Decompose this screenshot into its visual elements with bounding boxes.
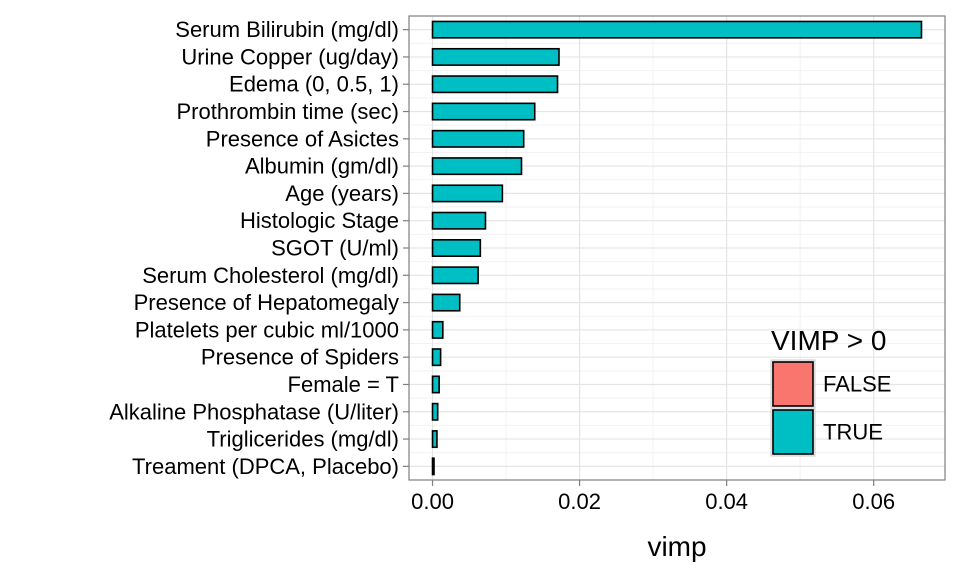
bar — [431, 266, 479, 285]
y-tick-label: Treament (DPCA, Placebo) — [132, 454, 399, 479]
y-axis-ticks: Serum Bilirubin (mg/dl)Urine Copper (ug/… — [109, 17, 409, 479]
bar — [431, 457, 435, 476]
y-tick-label: Albumin (gm/dl) — [245, 154, 399, 179]
y-tick-label: Female = T — [288, 372, 399, 397]
y-tick-label: Age (years) — [285, 181, 399, 206]
y-tick-label: SGOT (U/ml) — [271, 236, 399, 261]
y-tick-label: Prothrombin time (sec) — [176, 99, 399, 124]
legend-label: TRUE — [823, 420, 883, 445]
y-tick-label: Serum Bilirubin (mg/dl) — [175, 17, 399, 42]
legend-title: VIMP > 0 — [771, 325, 886, 356]
x-axis-title: vimp — [647, 531, 706, 562]
x-tick-label: 0.00 — [411, 489, 454, 514]
x-tick-label: 0.02 — [558, 489, 601, 514]
y-tick-label: Presence of Spiders — [201, 345, 399, 370]
y-tick-label: Histologic Stage — [240, 208, 399, 233]
bar — [431, 129, 525, 148]
y-tick-label: Triglicerides (mg/dl) — [207, 427, 399, 452]
y-tick-label: Serum Cholesterol (mg/dl) — [142, 263, 399, 288]
legend-label: FALSE — [823, 372, 891, 397]
bar — [431, 375, 440, 394]
bar — [431, 20, 923, 39]
legend: VIMP > 0 FALSE TRUE — [770, 325, 891, 457]
y-tick-label: Urine Copper (ug/day) — [181, 44, 399, 69]
y-tick-label: Alkaline Phosphatase (U/liter) — [109, 399, 399, 424]
y-tick-label: Edema (0, 0.5, 1) — [229, 72, 399, 97]
legend-swatch — [772, 361, 814, 407]
bars — [431, 20, 923, 476]
bar — [431, 184, 504, 203]
bar — [431, 430, 438, 449]
bar — [431, 47, 560, 66]
bar — [431, 102, 536, 121]
bar — [431, 402, 439, 421]
x-tick-label: 0.04 — [705, 489, 748, 514]
x-axis-ticks: 0.00 0.02 0.04 0.06 — [411, 480, 895, 514]
y-tick-label: Presence of Asictes — [206, 126, 399, 151]
bar — [431, 320, 444, 339]
bar — [431, 75, 559, 94]
grid — [409, 15, 945, 481]
y-tick-label: Presence of Hepatomegaly — [134, 290, 399, 315]
bar — [431, 293, 461, 312]
bar — [431, 211, 487, 230]
bar — [431, 157, 523, 176]
x-tick-label: 0.06 — [852, 489, 895, 514]
bar — [431, 348, 442, 367]
legend-swatch — [772, 409, 814, 455]
y-tick-label: Platelets per cubic ml/1000 — [135, 317, 399, 342]
bar — [431, 239, 482, 257]
